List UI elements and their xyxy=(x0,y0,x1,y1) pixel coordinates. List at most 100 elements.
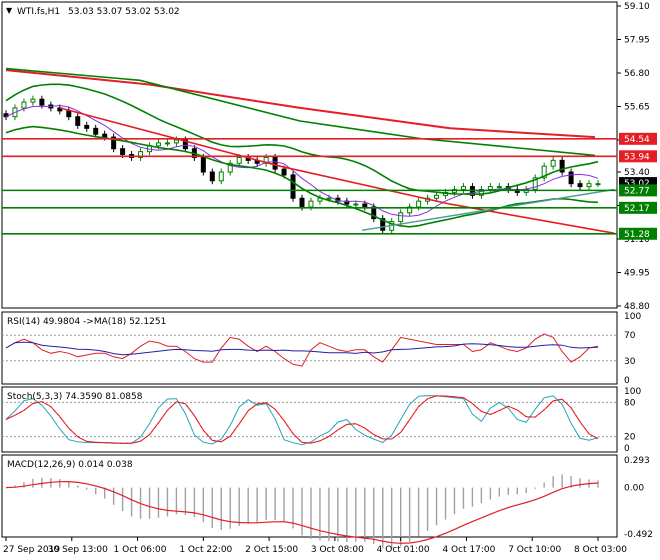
candle-body xyxy=(93,127,99,135)
candle-body xyxy=(218,171,224,182)
candle-body xyxy=(577,183,583,188)
rsi-ma-line xyxy=(5,341,599,356)
main-series-layer xyxy=(2,67,617,235)
candle-body xyxy=(281,168,287,176)
time-axis-label: 8 Oct 03:00 xyxy=(574,545,627,555)
candle-body xyxy=(398,212,404,223)
candle-body xyxy=(30,98,36,103)
price-axis-label: 48.80 xyxy=(624,302,650,312)
stoch-panel[interactable] xyxy=(1,386,618,453)
level-tag xyxy=(619,201,657,214)
candle-body xyxy=(39,98,45,106)
candle-body xyxy=(308,200,314,208)
candle-body xyxy=(102,133,108,138)
price-axis-label: 53.40 xyxy=(624,168,650,178)
candle-body xyxy=(532,177,538,190)
ma-fast-line xyxy=(5,104,599,217)
candle-body xyxy=(362,203,368,208)
price-axis-label: 56.80 xyxy=(624,69,650,79)
rsi-axis-label: 70 xyxy=(624,331,636,341)
candle-body xyxy=(460,186,466,190)
price-axis-label: 59.10 xyxy=(624,2,650,12)
time-axis-label: 1 Oct 22:00 xyxy=(179,545,232,555)
time-axis-label: 3 Oct 08:00 xyxy=(311,545,364,555)
stoch-axis-label: 0 xyxy=(624,444,630,454)
trendline-support xyxy=(361,188,615,231)
candle-body xyxy=(66,110,72,118)
candle-body xyxy=(586,183,592,188)
candle-body xyxy=(272,156,278,170)
candle-body xyxy=(75,116,81,126)
time-axis-label: 4 Oct 01:00 xyxy=(377,545,430,555)
ohlc-label: 53.03 53.07 53.02 53.02 xyxy=(68,7,180,17)
axis-layer: 59.1057.9556.8055.6554.5053.4052.2551.10… xyxy=(3,2,657,555)
level-tag xyxy=(619,150,657,163)
price-axis-label: 49.95 xyxy=(624,269,650,279)
stoch-label: Stoch(5,3,3) 74.3590 81.0858 xyxy=(7,392,143,402)
candle-body xyxy=(84,124,90,129)
level-tag-label: 54.54 xyxy=(624,135,650,145)
time-axis-label: 2 Oct 15:00 xyxy=(245,545,298,555)
candle-body xyxy=(595,183,601,186)
price-axis-label: 57.95 xyxy=(624,35,650,45)
price-axis-label: 55.65 xyxy=(624,102,650,112)
stoch-series-layer xyxy=(2,395,617,446)
stoch-axis-label: 80 xyxy=(624,398,636,408)
macd-label: MACD(12,26,9) 0.014 0.038 xyxy=(7,460,133,470)
level-tag-label: 52.17 xyxy=(624,204,650,214)
rsi-label: RSI(14) 49.9804 ->MA(18) 52.1251 xyxy=(7,317,166,327)
rsi-axis-label: 30 xyxy=(624,357,636,367)
macd-series-layer xyxy=(5,474,599,549)
rsi-series-layer xyxy=(2,333,617,367)
time-axis-label: 1 Oct 06:00 xyxy=(114,545,167,555)
rsi-axis-label: 100 xyxy=(624,312,641,322)
rsi-axis-label: 0 xyxy=(624,376,630,386)
candle-body xyxy=(559,159,565,173)
candle-body xyxy=(138,151,144,158)
candle-body xyxy=(478,188,484,196)
candle-body xyxy=(209,171,215,182)
candle-body xyxy=(182,139,188,150)
level-tag-label: 53.02 xyxy=(624,179,650,189)
candle-body xyxy=(155,142,161,147)
ma-mid-line xyxy=(5,67,596,157)
candle-body xyxy=(541,165,547,179)
candle-body xyxy=(236,156,242,164)
candle-body xyxy=(299,197,305,208)
rsi-panel[interactable] xyxy=(1,311,618,385)
stoch-axis-label: 20 xyxy=(624,433,636,443)
trendline-resistance xyxy=(59,107,615,234)
rsi-line xyxy=(5,333,599,367)
candle-body xyxy=(380,218,386,231)
candle-body xyxy=(227,162,233,173)
price-axis-label: 51.10 xyxy=(624,235,650,245)
ma-long-line xyxy=(5,69,596,139)
candle-body xyxy=(326,197,332,200)
candle-body xyxy=(200,156,206,173)
macd-axis-label: 0.00 xyxy=(624,484,644,494)
macd-axis-label: -0.492 xyxy=(624,530,653,540)
time-axis-label: 4 Oct 17:00 xyxy=(442,545,495,555)
candle-body xyxy=(57,107,63,112)
candle-body xyxy=(487,186,493,190)
candle-body xyxy=(353,203,359,206)
level-tag xyxy=(619,227,657,240)
level-tag-label: 52.77 xyxy=(624,186,650,196)
candle-body xyxy=(290,174,296,199)
candle-body xyxy=(21,101,27,109)
dropdown-triangle-icon[interactable]: ▼ xyxy=(6,6,13,15)
macd-signal-line xyxy=(5,480,599,544)
candle-body xyxy=(496,186,502,189)
candle-body xyxy=(111,136,117,150)
candle-body xyxy=(371,206,377,220)
macd-axis-label: 0.293 xyxy=(624,456,650,466)
candle-body xyxy=(416,200,422,208)
main-panel[interactable] xyxy=(1,1,618,309)
candle-body xyxy=(568,171,574,185)
stoch-axis-label: 100 xyxy=(624,387,641,397)
time-axis-label: 30 Sep 13:00 xyxy=(48,545,108,555)
candle-body xyxy=(164,142,170,145)
level-tag xyxy=(619,132,657,145)
candle-body xyxy=(120,148,126,156)
